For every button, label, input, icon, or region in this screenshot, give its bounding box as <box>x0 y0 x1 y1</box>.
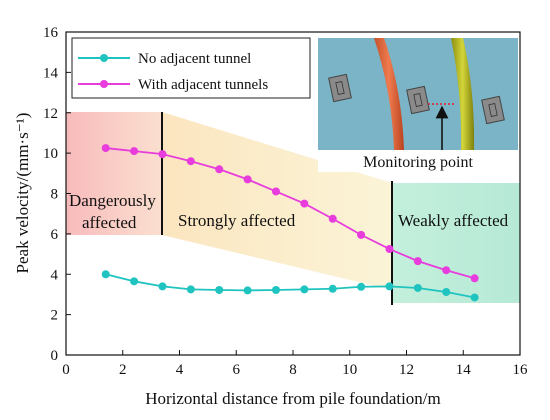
x-tick-label: 14 <box>456 362 472 378</box>
x-tick-label: 16 <box>513 362 529 378</box>
x-tick-label: 10 <box>342 362 357 378</box>
inset-label-box <box>318 150 518 172</box>
data-point-series-1 <box>357 230 366 239</box>
x-tick-label: 8 <box>289 362 297 378</box>
zone-label-dangerous: Dangerously affected <box>69 191 156 232</box>
data-point-series-0 <box>328 284 337 293</box>
x-tick-label: 2 <box>119 362 127 378</box>
y-tick-label: 6 <box>51 227 59 243</box>
x-tick-label: 12 <box>399 362 414 378</box>
series-layer <box>101 144 479 302</box>
y-tick-label: 12 <box>43 106 58 122</box>
zone-label-dangerous-line2: affected <box>82 213 137 232</box>
series-line-0 <box>105 273 475 299</box>
legend-box <box>71 37 311 99</box>
data-point-series-1 <box>186 157 195 166</box>
y-tick-label: 8 <box>51 187 59 203</box>
legend-label-with-tunnels: With adjacent tunnels <box>138 77 268 93</box>
y-tick-label: 4 <box>51 267 59 283</box>
data-point-series-1 <box>470 274 479 283</box>
zones-layer <box>66 112 520 303</box>
data-point-series-0 <box>413 283 422 292</box>
data-point-series-1 <box>101 144 110 153</box>
inset-pile-2 <box>406 85 430 115</box>
x-tick-label: 6 <box>233 362 241 378</box>
data-point-series-0 <box>130 277 139 286</box>
data-point-series-1 <box>300 199 309 208</box>
data-point-series-0 <box>385 282 394 291</box>
data-point-series-0 <box>101 270 110 279</box>
x-ticks: 0 2 4 6 8 10 12 14 16 <box>62 350 528 378</box>
y-tick-label: 16 <box>43 25 59 41</box>
data-point-series-0 <box>470 293 479 302</box>
zone-label-dangerous-line1: Dangerously <box>69 191 156 210</box>
data-point-series-1 <box>130 147 139 156</box>
data-point-series-1 <box>158 150 167 159</box>
legend: No adjacent tunnel With adjacent tunnels <box>71 37 311 99</box>
y-tick-label: 2 <box>51 308 59 324</box>
data-point-series-0 <box>243 286 252 295</box>
inset-pile-3 <box>481 95 505 125</box>
data-point-series-0 <box>300 285 309 294</box>
y-tick-label: 10 <box>43 146 58 162</box>
data-point-series-0 <box>442 288 451 297</box>
data-point-series-1 <box>413 257 422 266</box>
zone-strongly-affected <box>162 112 392 290</box>
inset-pile-1 <box>328 73 352 103</box>
data-point-series-0 <box>158 282 167 291</box>
data-point-series-1 <box>243 175 252 184</box>
data-point-series-1 <box>271 187 280 196</box>
zone-label-weak: Weakly affected <box>398 211 509 230</box>
inset-monitoring-label: Monitoring point <box>363 154 473 171</box>
data-point-series-1 <box>385 245 394 254</box>
inset-left-tunnel <box>374 38 404 150</box>
zone-dangerously-affected <box>66 112 162 235</box>
data-point-series-1 <box>215 165 224 174</box>
x-tick-label: 4 <box>176 362 184 378</box>
zone-weakly-affected <box>392 183 520 303</box>
legend-swatch-no-tunnel-marker <box>100 54 108 62</box>
data-point-series-0 <box>186 285 195 294</box>
data-point-series-0 <box>357 282 366 291</box>
data-point-series-0 <box>215 285 224 294</box>
data-point-series-1 <box>328 214 337 223</box>
legend-label-no-tunnel: No adjacent tunnel <box>138 51 251 67</box>
y-tick-label: 0 <box>51 348 59 364</box>
tunnel-section-icon: Monitoring point <box>318 38 518 172</box>
x-tick-label: 0 <box>62 362 70 378</box>
data-point-series-1 <box>442 266 451 275</box>
legend-swatch-with-tunnels-marker <box>100 80 108 88</box>
inset-right-tunnel <box>451 38 475 150</box>
y-axis-title: Peak velocity/(mm·s⁻¹) <box>13 113 32 274</box>
series-line-1 <box>105 147 475 280</box>
y-ticks: 0 2 4 6 8 10 12 14 16 <box>43 25 71 364</box>
data-point-series-0 <box>271 285 280 294</box>
x-axis-title: Horizontal distance from pile foundation… <box>145 389 441 408</box>
y-tick-label: 14 <box>43 65 59 81</box>
zone-label-strong: Strongly affected <box>178 211 296 230</box>
